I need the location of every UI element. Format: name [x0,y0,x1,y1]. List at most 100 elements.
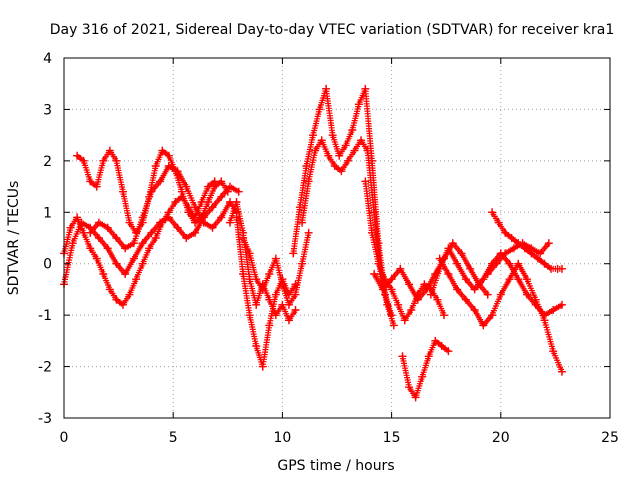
data-point [361,84,370,93]
series-track-a [60,182,243,289]
data-point [435,264,444,273]
data-point [536,249,545,258]
x-tick-label: 10 [273,430,291,446]
data-point [291,290,300,299]
data-point [557,264,566,273]
data-point [440,311,449,320]
data-point [164,162,173,170]
data-point [271,254,280,263]
data-point [265,295,274,304]
data-point [99,156,108,165]
data-point [147,187,156,196]
x-tick-label: 15 [383,430,401,446]
y-tick-label: 0 [43,257,52,273]
y-tick-label: 1 [43,205,52,221]
data-point [479,275,488,284]
series-track-d [86,162,241,253]
data-point [145,244,154,253]
data-point [405,383,414,392]
data-point [357,136,366,145]
data-point [289,249,298,258]
data-point [492,259,501,268]
data-point [164,208,173,217]
series-track-o [488,208,566,273]
data-point [138,213,147,222]
data-point [367,228,376,237]
data-point [453,259,462,268]
x-tick-label: 20 [492,430,510,446]
data-point [158,218,167,227]
data-point [138,259,147,268]
data-point [173,167,182,176]
data-point [223,187,232,196]
y-tick-label: -2 [38,360,52,376]
data-point [420,280,429,289]
data-point [177,187,186,196]
data-point [278,280,287,289]
data-point [505,275,514,284]
data-point [191,203,200,212]
data-point [544,239,553,248]
data-point [363,146,372,155]
data-point [112,156,121,165]
data-point [258,285,267,294]
plot-frame [63,57,611,419]
data-point [208,203,217,212]
data-point [252,342,261,350]
series-track-g [239,228,313,309]
data-point [470,306,479,314]
data-point [295,203,304,212]
data-point [405,280,414,289]
data-point [387,275,396,284]
chart-title: Day 316 of 2021, Sidereal Day-to-day VTE… [50,22,615,38]
data-point [461,295,470,304]
data-point [335,151,344,160]
data-point [387,285,396,294]
data-point [125,218,134,227]
data-point [557,300,566,309]
data-point [549,347,558,356]
data-point [315,105,324,114]
data-point [394,300,403,309]
y-tick-label: -3 [38,411,52,427]
data-point [343,156,352,165]
data-point [298,259,307,268]
data-point [208,223,217,232]
data-point [66,223,75,232]
data-point [125,290,134,299]
data-point [103,223,112,232]
data-point [265,321,274,330]
data-point [239,270,248,278]
data-point [151,162,160,170]
data-point [245,311,254,320]
data-point [191,218,200,227]
data-point [112,234,121,242]
data-point [129,239,138,248]
data-point [494,218,503,227]
data-point [444,270,453,278]
series-layer [60,84,566,402]
data-point [217,192,226,201]
data-point [531,295,540,304]
y-tick-label: 2 [43,154,52,170]
data-point [448,239,457,248]
data-point [121,270,130,278]
data-point [118,300,127,309]
data-point [158,146,167,155]
y-tick-label: 4 [43,51,52,67]
data-point [151,234,160,242]
series-track-n [435,254,566,376]
data-point [483,270,492,278]
data-point [479,321,488,330]
data-point [217,177,226,186]
data-point [121,244,130,253]
series-track-f [225,198,300,325]
series-track-k [398,336,453,402]
data-point [232,198,241,206]
data-point [302,162,311,170]
data-point [265,270,274,278]
data-point [204,198,213,206]
data-point [407,306,416,314]
